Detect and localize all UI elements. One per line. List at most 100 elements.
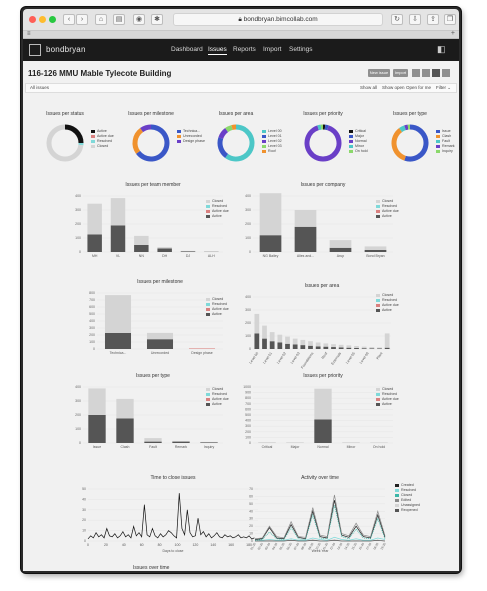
legend-item[interactable]: Major: [349, 134, 368, 139]
bar-segment[interactable]: [134, 235, 149, 245]
legend-item[interactable]: Edited: [395, 498, 420, 503]
legend-item[interactable]: Active: [376, 214, 399, 219]
bar-segment[interactable]: [308, 345, 313, 349]
bar-segment[interactable]: [292, 344, 298, 349]
bar-segment[interactable]: [369, 347, 375, 349]
legend-item[interactable]: Closed: [376, 293, 399, 298]
bar-segment[interactable]: [308, 341, 313, 346]
bar-segment[interactable]: [146, 332, 174, 340]
bar-segment[interactable]: [331, 347, 336, 349]
legend-item[interactable]: Level 02: [262, 139, 282, 144]
bar-segment[interactable]: [104, 295, 132, 333]
donut-slice[interactable]: [324, 124, 329, 131]
bar-segment[interactable]: [294, 210, 317, 227]
donut-slice[interactable]: [391, 128, 407, 161]
bar-segment[interactable]: [116, 418, 134, 444]
extension-icon[interactable]: ✱: [151, 14, 163, 25]
bar-segment[interactable]: [188, 348, 216, 349]
bar-segment[interactable]: [87, 234, 102, 253]
series-line[interactable]: [254, 494, 386, 540]
bar-segment[interactable]: [323, 346, 329, 349]
zoom-window-icon[interactable]: [49, 16, 56, 23]
donut-slice[interactable]: [225, 125, 233, 133]
donut-slice[interactable]: [304, 125, 342, 162]
logo-icon[interactable]: [29, 44, 41, 56]
legend-item[interactable]: Active: [206, 214, 229, 219]
bar-segment[interactable]: [254, 333, 260, 349]
bar-segment[interactable]: [87, 203, 102, 235]
legend-item[interactable]: Remark: [436, 144, 455, 149]
legend-item[interactable]: Minor: [349, 144, 368, 149]
legend-item[interactable]: Active: [91, 129, 114, 134]
legend-item[interactable]: Active due: [91, 134, 114, 139]
bar-segment[interactable]: [300, 339, 306, 346]
legend-item[interactable]: Level 01: [262, 134, 282, 139]
legend-item[interactable]: Design phase: [177, 139, 205, 144]
bar-segment[interactable]: [259, 235, 282, 252]
legend-item[interactable]: Resolved: [206, 392, 229, 397]
legend-item[interactable]: Level 00: [262, 129, 282, 134]
donut-slice[interactable]: [399, 125, 406, 133]
donut-slice[interactable]: [46, 124, 84, 162]
bar-segment[interactable]: [88, 388, 106, 415]
settings-icon[interactable]: [442, 69, 450, 77]
show-open-link[interactable]: Show open: [382, 85, 405, 90]
open-for-me-link[interactable]: Open for me: [406, 85, 432, 90]
bar-segment[interactable]: [384, 333, 390, 348]
legend-item[interactable]: On hold: [349, 149, 368, 154]
donut-slice[interactable]: [404, 124, 409, 131]
bar-segment[interactable]: [384, 347, 390, 349]
legend-item[interactable]: Resolved: [376, 392, 399, 397]
grid-view-icon[interactable]: [422, 69, 430, 77]
bar-segment[interactable]: [331, 344, 336, 348]
legend-item[interactable]: Clash: [436, 134, 455, 139]
bar-segment[interactable]: [144, 441, 162, 443]
donut-slice[interactable]: [225, 124, 255, 162]
bar-segment[interactable]: [354, 347, 359, 349]
legend-item[interactable]: Closed: [206, 199, 229, 204]
bar-segment[interactable]: [116, 398, 134, 419]
bar-segment[interactable]: [157, 248, 172, 253]
bar-segment[interactable]: [285, 343, 290, 349]
legend-item[interactable]: Closed: [395, 493, 420, 498]
list-view-icon[interactable]: [412, 69, 420, 77]
series-line[interactable]: [255, 539, 386, 542]
forward-icon[interactable]: ›: [76, 14, 88, 25]
bar-segment[interactable]: [364, 249, 387, 252]
series-line[interactable]: [254, 536, 386, 542]
donut-slice[interactable]: [231, 124, 237, 130]
bar-segment[interactable]: [285, 336, 290, 344]
bar-segment[interactable]: [180, 251, 196, 252]
legend-item[interactable]: Inquiry: [436, 149, 455, 154]
bar-segment[interactable]: [292, 338, 298, 345]
legend-item[interactable]: Active: [206, 402, 229, 407]
legend-item[interactable]: Active: [376, 402, 399, 407]
legend-item[interactable]: Unassigned: [395, 503, 420, 508]
legend-item[interactable]: Level 03: [262, 144, 282, 149]
bar-segment[interactable]: [361, 348, 367, 349]
bar-segment[interactable]: [354, 346, 359, 348]
bar-segment[interactable]: [315, 342, 321, 347]
series-line[interactable]: [254, 500, 386, 540]
legend-item[interactable]: Issue: [436, 129, 455, 134]
donut-slice[interactable]: [404, 124, 429, 162]
legend-item[interactable]: Roof: [262, 149, 282, 154]
bar-segment[interactable]: [323, 343, 329, 347]
bar-segment[interactable]: [262, 325, 267, 339]
legend-item[interactable]: Resolved: [376, 298, 399, 303]
legend-item[interactable]: Fault: [436, 139, 455, 144]
bar-segment[interactable]: [369, 348, 375, 349]
bar-segment[interactable]: [172, 441, 190, 443]
series-line[interactable]: [254, 505, 386, 541]
bar-segment[interactable]: [329, 247, 352, 252]
new-issue-button[interactable]: New issue: [368, 69, 390, 77]
legend-item[interactable]: Resolved: [376, 204, 399, 209]
close-window-icon[interactable]: [29, 16, 36, 23]
bar-segment[interactable]: [104, 332, 132, 349]
shield-icon[interactable]: ◉: [133, 14, 145, 25]
bar-segment[interactable]: [314, 388, 332, 420]
bar-segment[interactable]: [277, 334, 283, 343]
bar-segment[interactable]: [200, 442, 218, 443]
legend-item[interactable]: Resolved: [91, 139, 114, 144]
legend-item[interactable]: Technica...: [177, 129, 205, 134]
